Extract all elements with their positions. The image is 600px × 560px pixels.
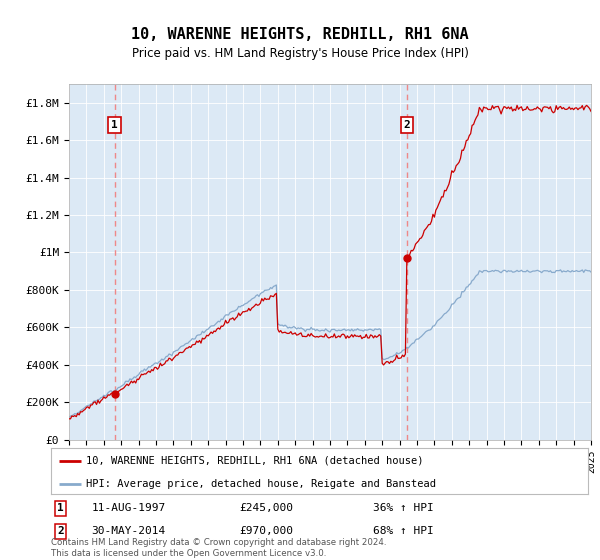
Text: Price paid vs. HM Land Registry's House Price Index (HPI): Price paid vs. HM Land Registry's House …: [131, 47, 469, 60]
Text: HPI: Average price, detached house, Reigate and Banstead: HPI: Average price, detached house, Reig…: [86, 479, 436, 489]
Text: 10, WARENNE HEIGHTS, REDHILL, RH1 6NA (detached house): 10, WARENNE HEIGHTS, REDHILL, RH1 6NA (d…: [86, 456, 424, 466]
Text: 11-AUG-1997: 11-AUG-1997: [91, 503, 166, 513]
Text: £970,000: £970,000: [239, 526, 293, 536]
Text: £245,000: £245,000: [239, 503, 293, 513]
Text: 30-MAY-2014: 30-MAY-2014: [91, 526, 166, 536]
Text: 2: 2: [57, 526, 64, 536]
Text: 1: 1: [111, 120, 118, 130]
Text: 10, WARENNE HEIGHTS, REDHILL, RH1 6NA: 10, WARENNE HEIGHTS, REDHILL, RH1 6NA: [131, 27, 469, 42]
Text: 2: 2: [403, 120, 410, 130]
Text: 36% ↑ HPI: 36% ↑ HPI: [373, 503, 434, 513]
Text: 1: 1: [57, 503, 64, 513]
Text: 68% ↑ HPI: 68% ↑ HPI: [373, 526, 434, 536]
Text: Contains HM Land Registry data © Crown copyright and database right 2024.
This d: Contains HM Land Registry data © Crown c…: [51, 538, 386, 558]
